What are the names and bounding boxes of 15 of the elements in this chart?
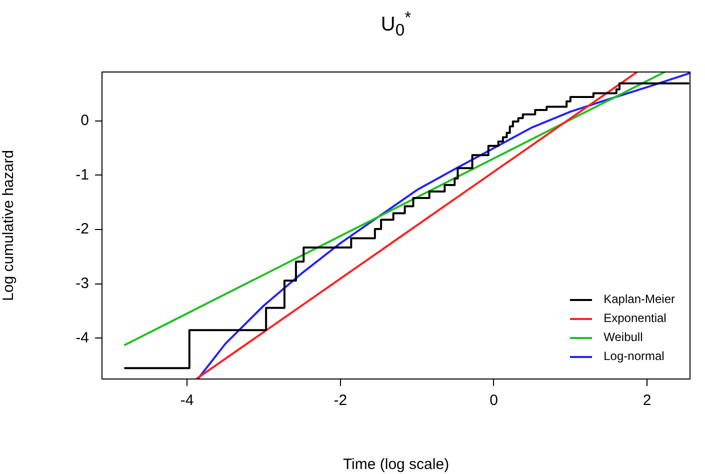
y-axis-title: Log cumulative hazard xyxy=(0,150,18,301)
legend-label: Weibull xyxy=(604,329,643,346)
y-tick-label: -1 xyxy=(76,166,89,184)
x-tick-label: -4 xyxy=(180,392,194,410)
x-axis-title: Time (log scale) xyxy=(342,456,450,474)
y-tick-label: -4 xyxy=(76,329,89,346)
x-tick-label: 0 xyxy=(490,392,498,410)
y-tick-label: -3 xyxy=(76,275,89,292)
legend-label: Kaplan-Meier xyxy=(604,291,675,308)
legend-label: Exponential xyxy=(604,310,666,327)
y-tick-label: 0 xyxy=(80,112,89,130)
x-tick-label: -2 xyxy=(334,392,348,410)
y-tick-label: -2 xyxy=(76,220,89,238)
x-tick-label: 2 xyxy=(642,392,652,410)
legend-label: Log-normal xyxy=(604,348,664,365)
